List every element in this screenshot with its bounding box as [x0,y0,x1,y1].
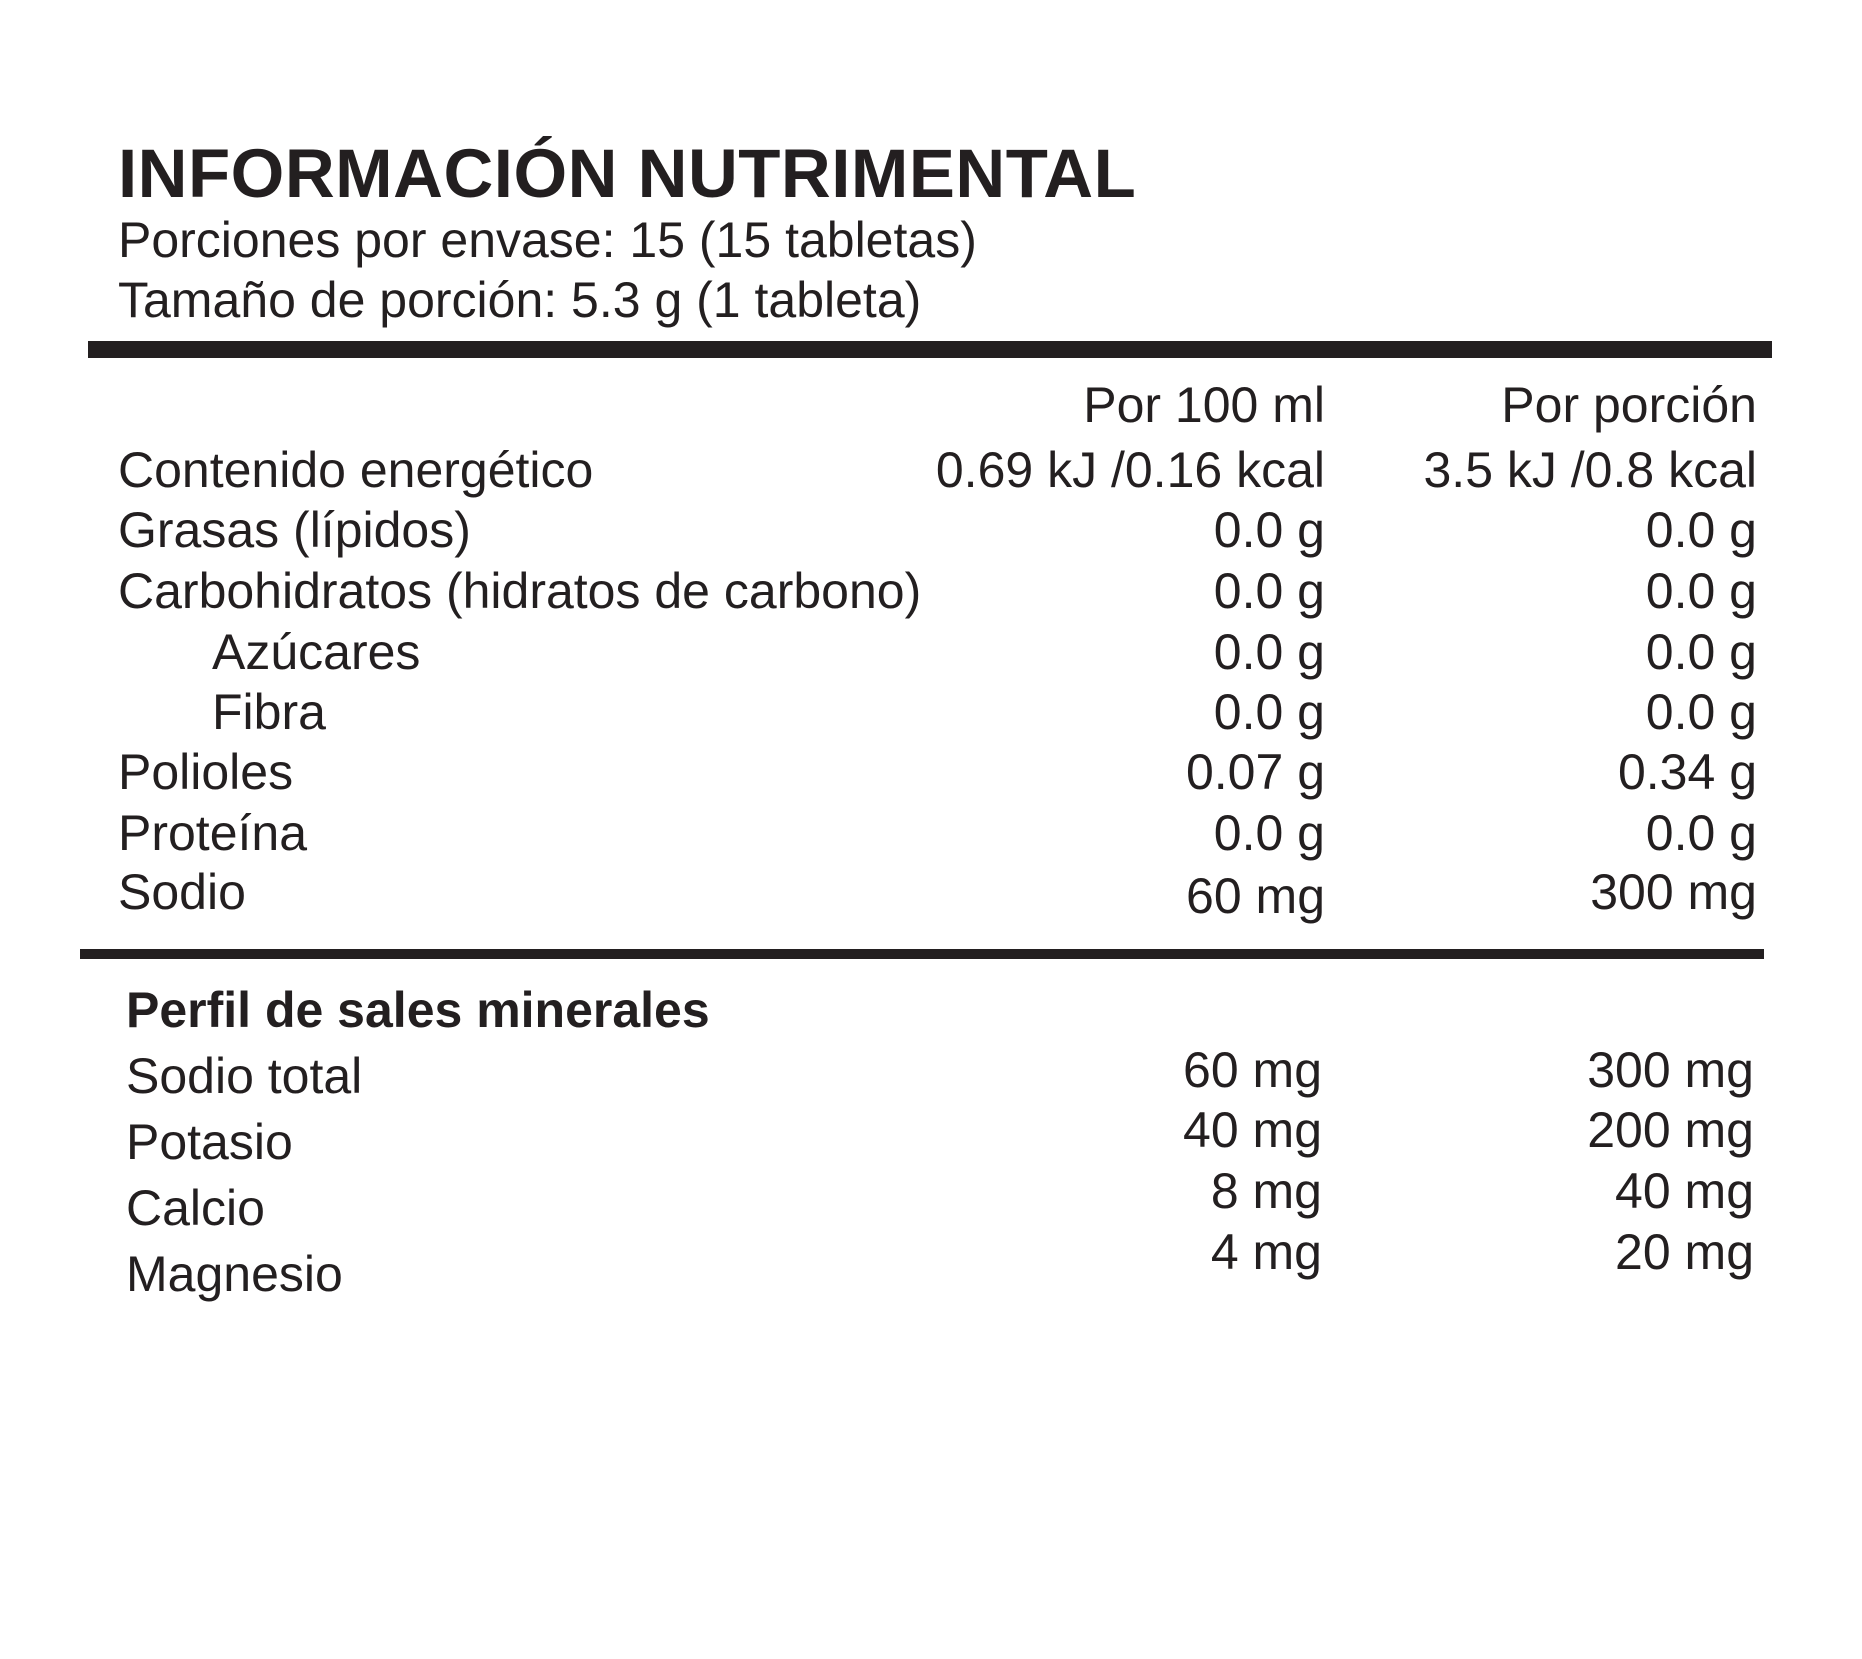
nutrient-value-per-100ml: 0.0 g [1213,805,1325,861]
nutrient-value-per-serving: 0.0 g [1645,563,1757,619]
column-header-per-100ml: Por 100 ml [1083,377,1325,433]
column-header-per-serving: Por porción [1501,377,1757,433]
middle-divider [80,949,1764,959]
mineral-value-per-serving: 40 mg [1615,1163,1754,1219]
nutrient-label: Contenido energético [118,442,594,498]
nutrient-value-per-serving: 300 mg [1590,864,1757,920]
nutrient-row-protein: Proteína 0.0 g 0.0 g [0,803,1862,863]
servings-per-container: Porciones por envase: 15 (15 tabletas) [118,212,977,268]
nutrient-value-per-100ml: 60 mg [1186,868,1325,924]
nutrient-label: Grasas (lípidos) [118,502,471,558]
nutrient-row-fat: Grasas (lípidos) 0.0 g 0.0 g [0,500,1862,560]
nutrient-label: Azúcares [212,624,421,680]
mineral-label-calcium: Calcio [126,1180,265,1236]
nutrient-row-polyols: Polioles 0.07 g 0.34 g [0,742,1862,802]
nutrient-value-per-100ml: 0.0 g [1213,502,1325,558]
nutrient-value-per-serving: 0.0 g [1645,502,1757,558]
mineral-value-per-serving: 300 mg [1587,1042,1754,1098]
nutrient-value-per-serving: 0.0 g [1645,805,1757,861]
nutrient-value-per-100ml: 0.0 g [1213,684,1325,740]
mineral-value-per-serving: 200 mg [1587,1102,1754,1158]
nutrient-value-per-serving: 0.0 g [1645,624,1757,680]
minerals-section-title: Perfil de sales minerales [126,982,710,1038]
nutrient-label: Sodio [118,864,246,920]
nutrient-row-fiber: Fibra 0.0 g 0.0 g [0,682,1862,742]
nutrient-label: Proteína [118,805,308,861]
nutrient-label: Fibra [212,684,326,740]
mineral-value-per-100ml: 40 mg [1183,1102,1322,1158]
nutrient-value-per-100ml: 0.0 g [1213,624,1325,680]
label-title: INFORMACIÓN NUTRIMENTAL [118,135,1137,212]
nutrient-row-carbohydrates: Carbohidratos (hidratos de carbono) 0.0 … [0,561,1862,621]
serving-size: Tamaño de porción: 5.3 g (1 tableta) [118,272,922,328]
nutrient-row-energy: Contenido energético 0.69 kJ /0.16 kcal … [0,440,1862,500]
mineral-value-per-serving: 20 mg [1615,1224,1754,1280]
mineral-value-per-100ml: 60 mg [1183,1042,1322,1098]
nutrient-label: Polioles [118,744,294,800]
nutrient-value-per-100ml: 0.69 kJ /0.16 kcal [935,442,1325,498]
nutrient-row-sugars: Azúcares 0.0 g 0.0 g [0,622,1862,682]
nutrient-row-sodium: Sodio 60 mg 300 mg [0,862,1862,924]
mineral-label-total-sodium: Sodio total [126,1048,363,1104]
mineral-value-per-100ml: 4 mg [1210,1224,1322,1280]
nutrient-value-per-serving: 0.34 g [1617,744,1757,800]
top-divider [88,341,1772,358]
nutrient-value-per-serving: 3.5 kJ /0.8 kcal [1423,442,1758,498]
mineral-value-per-100ml: 8 mg [1210,1163,1322,1219]
nutrient-value-per-serving: 0.0 g [1645,684,1757,740]
nutrient-value-per-100ml: 0.0 g [1213,563,1325,619]
mineral-label-magnesium: Magnesio [126,1246,343,1302]
mineral-label-potassium: Potasio [126,1114,293,1170]
nutrient-value-per-100ml: 0.07 g [1185,744,1325,800]
nutrient-label: Carbohidratos (hidratos de carbono) [118,563,922,619]
